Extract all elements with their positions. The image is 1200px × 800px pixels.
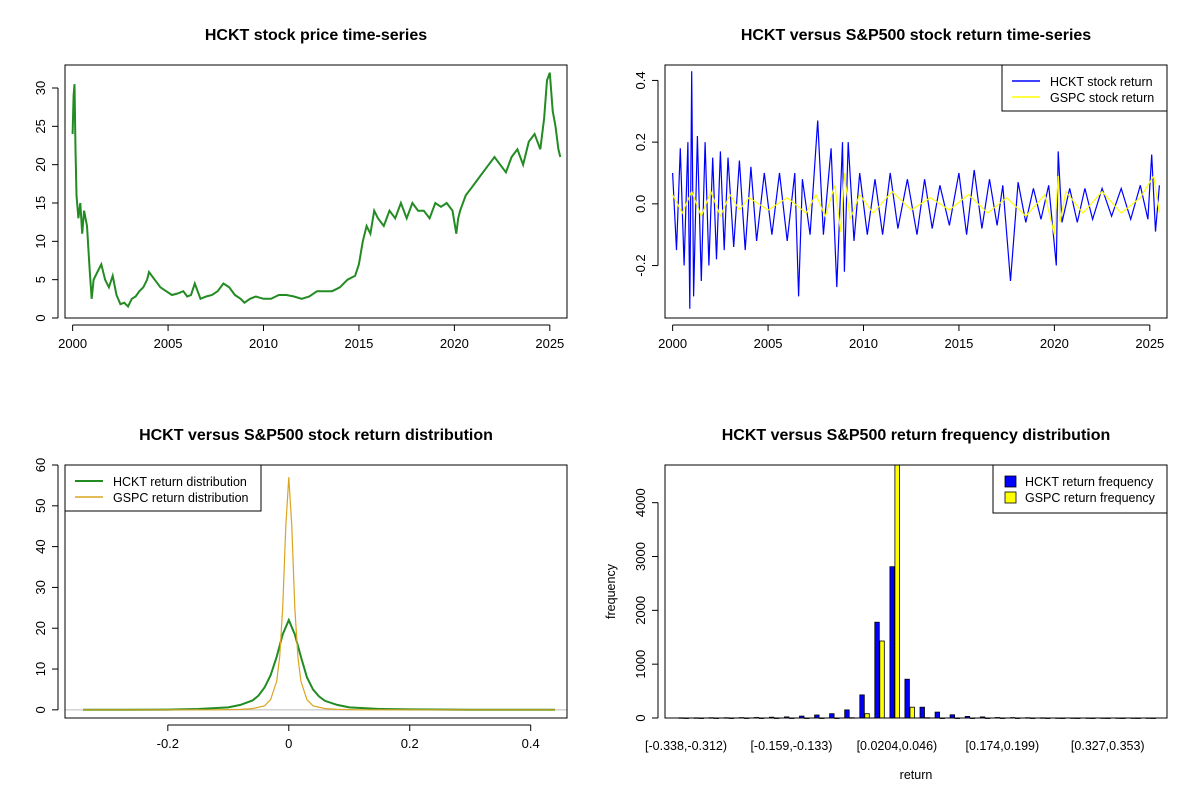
x-tick-label: 2015 <box>344 336 373 351</box>
y-tick-label: 60 <box>33 458 48 472</box>
y-tick-label: 3000 <box>633 542 648 571</box>
y-tick-label: 10 <box>33 662 48 676</box>
y-axis: -0.2 0.0 0.2 0.4 <box>633 71 659 277</box>
bar-hckt-return-frequency <box>859 694 865 719</box>
x-tick-label: 0 <box>285 736 292 751</box>
series-line-hckt-return-distribution <box>83 617 555 711</box>
plot-frame <box>64 64 568 319</box>
y-tick-label: 20 <box>33 621 48 635</box>
series-line-hckt-stock-return <box>672 71 1160 309</box>
series-line-gspc-stock-return <box>672 172 1160 235</box>
bar-hckt-return-frequency <box>904 678 910 719</box>
y-axis-title: frequency <box>604 563 618 619</box>
plot-frame <box>64 464 568 719</box>
bar-hckt-return-frequency <box>829 713 835 719</box>
legend: HCKT stock return GSPC stock return <box>1001 64 1168 112</box>
y-tick-label: -0.2 <box>633 254 648 276</box>
y-tick-label: 4000 <box>633 488 648 517</box>
y-tick-label: 0.0 <box>633 195 648 213</box>
legend-swatch <box>1004 491 1017 504</box>
x-tick-label: 2000 <box>658 336 687 351</box>
legend: HCKT return frequency GSPC return frequen… <box>992 464 1168 514</box>
bar-hckt-return-frequency <box>874 621 880 719</box>
legend: HCKT return distribution GSPC return dist… <box>64 464 262 512</box>
legend-label: HCKT stock return <box>1050 75 1153 89</box>
x-tick-label: 0.2 <box>401 736 419 751</box>
bar-gspc-return-frequency <box>909 706 915 719</box>
legend-box <box>1001 64 1168 112</box>
legend-box <box>64 464 262 512</box>
x-axis: 2000 2005 2010 2015 2020 2025 <box>58 324 564 351</box>
chart-title: HCKT versus S&P500 stock return distribu… <box>139 427 493 444</box>
x-axis-title: return <box>900 768 933 782</box>
x-tick-label: [0.327,0.353) <box>1071 739 1145 753</box>
y-axis: 0 5 10 15 20 25 30 <box>33 81 59 322</box>
x-tick-label: 0.4 <box>522 736 540 751</box>
bar-gspc-return-frequency <box>879 640 885 719</box>
chart-panel-4: HCKT versus S&P500 return frequency dist… <box>604 427 1168 782</box>
x-tick-label: 2010 <box>249 336 278 351</box>
chart-title: HCKT stock price time-series <box>205 27 427 44</box>
bar-hckt-return-frequency <box>844 709 850 719</box>
y-tick-label: 50 <box>33 499 48 513</box>
series-line-gspc-return-distribution <box>83 477 555 711</box>
bar-gspc-return-frequency <box>864 713 870 719</box>
y-tick-label: 15 <box>33 196 48 210</box>
x-tick-label: 2020 <box>440 336 469 351</box>
bar-hckt-return-frequency <box>889 566 895 719</box>
chart-title: HCKT versus S&P500 return frequency dist… <box>722 427 1111 444</box>
x-axis: -0.2 0 0.2 0.4 <box>157 724 540 751</box>
plot-frame <box>664 64 1168 319</box>
legend-label: GSPC return frequency <box>1025 491 1156 505</box>
y-tick-label: 1000 <box>633 650 648 679</box>
x-tick-label: [0.174,0.199) <box>965 739 1039 753</box>
y-tick-label: 2000 <box>633 596 648 625</box>
x-axis: 2000 2005 2010 2015 2020 2025 <box>658 324 1164 351</box>
legend-label: GSPC stock return <box>1050 91 1154 105</box>
bar-hckt-return-frequency <box>919 706 925 719</box>
x-tick-label: 2020 <box>1040 336 1069 351</box>
plot-frame <box>664 464 1168 719</box>
series-line-price <box>71 72 562 309</box>
y-tick-label: 5 <box>33 276 48 283</box>
x-tick-label: 2010 <box>849 336 878 351</box>
y-tick-label: 10 <box>33 234 48 248</box>
y-tick-label: 30 <box>33 81 48 95</box>
x-tick-label: 2025 <box>535 336 564 351</box>
y-tick-label: 0 <box>633 714 648 721</box>
chart-title: HCKT versus S&P500 stock return time-ser… <box>741 27 1091 44</box>
y-tick-label: 25 <box>33 119 48 133</box>
x-tick-label: 2005 <box>754 336 783 351</box>
bar-gspc-return-frequency <box>894 464 900 719</box>
legend-label: HCKT return frequency <box>1025 475 1154 489</box>
x-tick-label: [0.0204,0.046) <box>857 739 938 753</box>
x-axis: [-0.338,-0.312) [-0.159,-0.133) [0.0204,0.… <box>645 739 1145 782</box>
y-tick-label: 20 <box>33 157 48 171</box>
x-tick-label: 2015 <box>944 336 973 351</box>
y-tick-label: 0.2 <box>633 133 648 151</box>
bar-hckt-return-frequency <box>934 711 940 719</box>
legend-label: GSPC return distribution <box>113 491 249 505</box>
legend-label: HCKT return distribution <box>113 475 247 489</box>
chart-panel-3: HCKT versus S&P500 stock return distribu… <box>33 427 568 751</box>
legend-swatch <box>1004 475 1017 488</box>
y-axis: 0 1000 2000 3000 4000 <box>633 488 659 722</box>
y-axis: 0 10 20 30 40 50 60 <box>33 458 59 713</box>
x-tick-label: [-0.159,-0.133) <box>750 739 832 753</box>
chart-panel-2: HCKT versus S&P500 stock return time-ser… <box>633 27 1168 351</box>
y-tick-label: 0 <box>33 706 48 713</box>
x-tick-label: -0.2 <box>157 736 179 751</box>
x-tick-label: 2000 <box>58 336 87 351</box>
y-tick-label: 0 <box>33 314 48 321</box>
x-tick-label: 2025 <box>1135 336 1164 351</box>
y-tick-label: 0.4 <box>633 71 648 89</box>
y-tick-label: 40 <box>33 539 48 553</box>
legend-box <box>992 464 1168 514</box>
x-tick-label: [-0.338,-0.312) <box>645 739 727 753</box>
y-tick-label: 30 <box>33 580 48 594</box>
x-tick-label: 2005 <box>154 336 183 351</box>
